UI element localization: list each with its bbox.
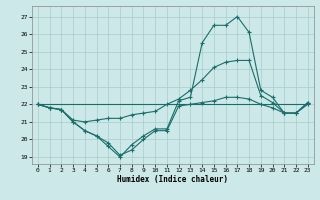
X-axis label: Humidex (Indice chaleur): Humidex (Indice chaleur) [117, 175, 228, 184]
